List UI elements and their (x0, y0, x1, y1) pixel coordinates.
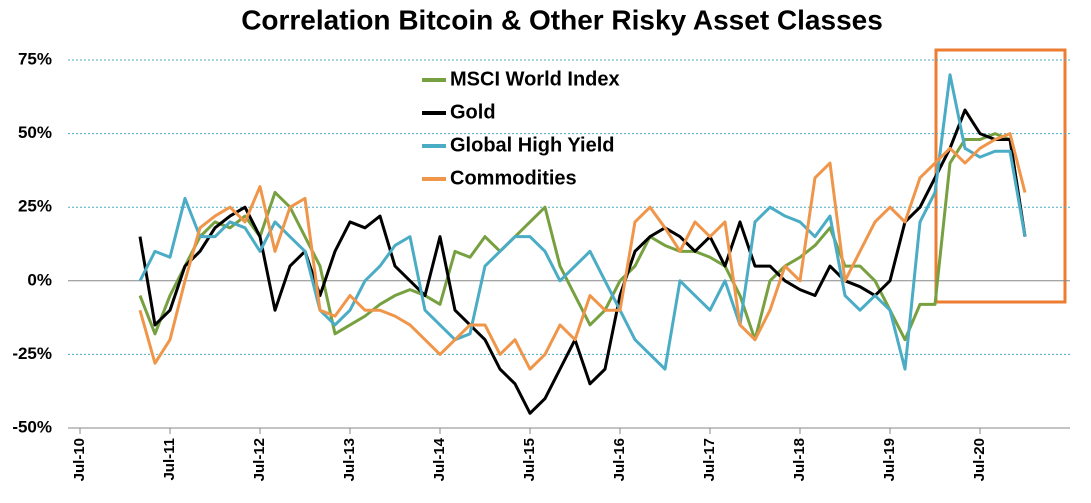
y-tick-label: 75% (18, 49, 52, 68)
series-line (138, 73, 1027, 371)
y-tick-label: 50% (18, 123, 52, 142)
legend-label: MSCI World Index (450, 68, 620, 90)
x-tick-label: Jul-10 (71, 438, 88, 481)
y-tick-label: -25% (12, 344, 52, 363)
highlight-box (934, 48, 1067, 304)
legend-label: Commodities (450, 167, 577, 189)
y-tick-label: 0% (27, 270, 52, 289)
y-tick-label: 25% (18, 197, 52, 216)
series-line (138, 132, 1027, 371)
x-tick-label: Jul-19 (881, 438, 898, 481)
x-tick-label: Jul-13 (341, 438, 358, 481)
x-tick-label: Jul-17 (701, 438, 718, 481)
x-tick-label: Jul-16 (611, 438, 628, 481)
x-tick-label: Jul-20 (971, 438, 988, 481)
x-tick-label: Jul-12 (251, 438, 268, 481)
chart-title: Correlation Bitcoin & Other Risky Asset … (241, 4, 883, 35)
x-tick-label: Jul-11 (161, 438, 178, 481)
series-line (138, 132, 1027, 342)
y-tick-label: -50% (12, 417, 52, 436)
legend-label: Global High Yield (450, 134, 614, 156)
x-tick-label: Jul-14 (431, 437, 448, 481)
x-tick-label: Jul-15 (521, 438, 538, 481)
series-line (138, 108, 1027, 415)
x-tick-label: Jul-18 (791, 438, 808, 481)
legend-label: Gold (450, 101, 496, 123)
